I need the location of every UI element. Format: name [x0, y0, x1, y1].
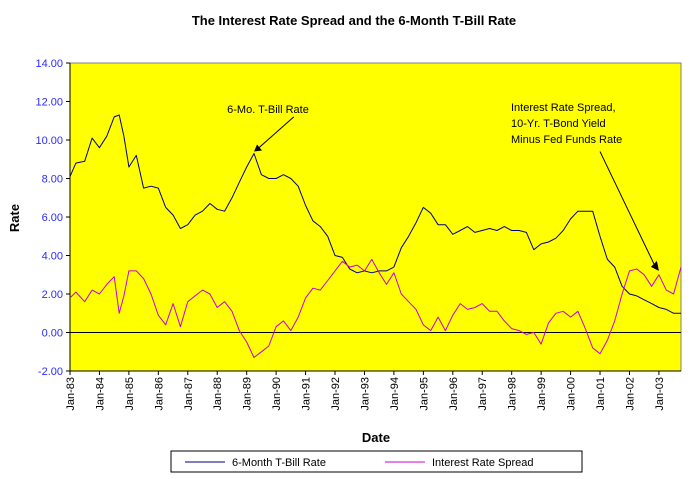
spread-annotation-label: Interest Rate Spread,: [511, 102, 616, 114]
x-tick-label: Jan-88: [212, 377, 224, 411]
plot-background: [69, 62, 682, 372]
x-tick-label: Jan-89: [242, 377, 254, 411]
x-tick-label: Jan-90: [271, 377, 283, 411]
x-tick-label: Jan-93: [359, 377, 371, 411]
y-axis-title: Rate: [7, 204, 22, 232]
legend-label-spread: Interest Rate Spread: [432, 457, 534, 469]
y-tick-label: 6.00: [42, 212, 63, 224]
spread-arrowhead: [650, 260, 659, 271]
y-tick-label: 14.00: [35, 58, 63, 70]
spread-annotation-label: Minus Fed Funds Rate: [511, 134, 622, 146]
spread-series-line: [69, 258, 682, 358]
x-tick-label: Jan-87: [183, 377, 195, 411]
x-tick-label: Jan-83: [65, 377, 77, 411]
x-tick-label: Jan-96: [448, 377, 460, 411]
x-tick-label: Jan-01: [595, 377, 607, 411]
tbill-series-line: [69, 114, 681, 314]
x-axis: Jan-83 Jan-84 Jan-85 Jan-86 Jan-87 Jan-88 Jan-…: [65, 370, 681, 411]
tbill-arrowhead: [254, 144, 263, 152]
x-tick-label: Jan-02: [624, 377, 636, 411]
x-tick-label: Jan-86: [153, 377, 165, 411]
x-axis-title: Date: [362, 430, 390, 445]
series-group: [69, 114, 682, 358]
x-tick-label: Jan-98: [507, 377, 519, 411]
x-tick-label: Jan-03: [654, 377, 666, 411]
x-tick-label: Jan-97: [477, 377, 489, 411]
legend-label-tbill: 6-Month T-Bill Rate: [232, 457, 326, 469]
x-tick-label: Jan-85: [124, 377, 136, 411]
y-tick-label: 0.00: [42, 328, 63, 340]
y-tick-label: 10.00: [35, 135, 63, 147]
x-tick-label: Jan-00: [566, 377, 578, 411]
tbill-annotation-label: 6-Mo. T-Bill Rate: [227, 104, 309, 116]
x-tick-label: Jan-95: [418, 377, 430, 411]
x-tick-label: Jan-91: [301, 377, 313, 411]
spread-annotation-arrow: [599, 151, 656, 267]
x-tick-label: Jan-92: [330, 377, 342, 411]
y-tick-label: 12.00: [35, 97, 63, 109]
legend: 6-Month T-Bill Rate Interest Rate Spread: [170, 450, 583, 473]
x-tick-label: Jan-99: [536, 377, 548, 411]
y-tick-label: 4.00: [42, 251, 63, 263]
tbill-annotation-arrow: [257, 116, 295, 149]
chart-title: The Interest Rate Spread and the 6-Month…: [192, 13, 516, 28]
legend-box: [170, 450, 583, 473]
y-tick-label: -2.00: [38, 366, 63, 378]
spread-annotation-label: 10-Yr. T-Bond Yield: [511, 118, 606, 130]
x-tick-label: Jan-84: [94, 377, 106, 411]
annotation-group: 6-Mo. T-Bill Rate Interest Rate Spread, 10…: [227, 102, 659, 271]
x-tick-label: Jan-94: [389, 377, 401, 411]
y-tick-label: 8.00: [42, 174, 63, 186]
plot-area: [69, 62, 682, 372]
y-axis: 14.00 12.00 10.00 8.00 6.00 4.00 2.00 0.00 -2.00: [35, 58, 71, 378]
y-tick-label: 2.00: [42, 289, 63, 301]
